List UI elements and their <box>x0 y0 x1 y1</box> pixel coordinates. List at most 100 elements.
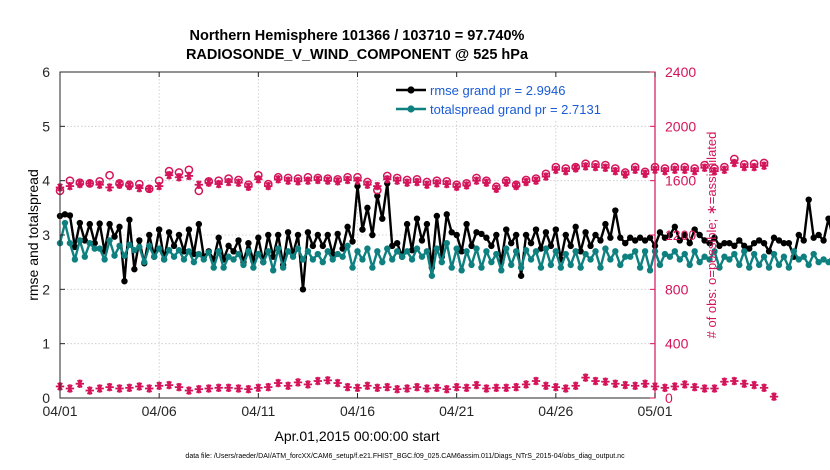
totalspread-point <box>280 264 286 270</box>
y-tick-label: 3 <box>42 227 50 243</box>
y2-tick-label: 800 <box>665 281 689 297</box>
rmse-point <box>196 221 202 227</box>
totalspread-point <box>657 262 663 268</box>
totalspread-point <box>285 248 291 254</box>
rmse-point <box>156 226 162 232</box>
x-tick-label: 04/16 <box>340 403 375 419</box>
totalspread-point <box>498 267 504 273</box>
totalspread-point <box>751 251 757 257</box>
totalspread-point <box>354 248 360 254</box>
totalspread-point <box>101 256 107 262</box>
rmse-point <box>607 235 613 241</box>
totalspread-point <box>330 256 336 262</box>
rmse-point <box>825 216 830 222</box>
totalspread-point <box>305 248 311 254</box>
totalspread-point <box>647 267 653 273</box>
rmse-point <box>334 231 340 237</box>
rmse-point <box>166 229 172 235</box>
rmse-point <box>463 221 469 227</box>
rmse-point <box>315 232 321 238</box>
totalspread-point <box>558 264 564 270</box>
totalspread-point <box>394 248 400 254</box>
totalspread-point <box>82 254 88 260</box>
rmse-point <box>508 240 514 246</box>
totalspread-point <box>672 248 678 254</box>
totalspread-point <box>344 243 350 249</box>
obs-rejected-point <box>720 378 728 386</box>
totalspread-point <box>374 248 380 254</box>
totalspread-point <box>126 242 132 248</box>
rmse-point <box>801 237 807 243</box>
x-axis-label: Apr.01,2015 00:00:00 start <box>274 428 439 444</box>
y2-tick-label: 2000 <box>665 118 696 134</box>
totalspread-point <box>186 248 192 254</box>
rmse-point <box>419 237 425 243</box>
totalspread-point <box>250 264 256 270</box>
totalspread-point <box>756 262 762 268</box>
totalspread-point <box>359 256 365 262</box>
totalspread-point <box>369 264 375 270</box>
totalspread-point <box>409 256 415 262</box>
totalspread-point <box>399 254 405 260</box>
totalspread-point <box>801 254 807 260</box>
totalspread-point <box>667 254 673 260</box>
totalspread-point <box>548 262 554 268</box>
x-tick-label: 04/06 <box>142 403 177 419</box>
totalspread-point <box>577 264 583 270</box>
totalspread-point <box>766 264 772 270</box>
rmse-point <box>215 235 221 241</box>
rmse-point <box>602 221 608 227</box>
y-tick-label: 2 <box>42 281 50 297</box>
totalspread-point <box>67 240 73 246</box>
chart-title-line-2: RADIOSONDE_V_WIND_COMPONENT @ 525 hPa <box>186 47 529 63</box>
rmse-point <box>657 229 663 235</box>
totalspread-point <box>632 248 638 254</box>
rmse-point <box>77 220 83 226</box>
totalspread-point <box>523 247 529 253</box>
totalspread-point <box>295 245 301 251</box>
rmse-point <box>582 229 588 235</box>
totalspread-point <box>637 264 643 270</box>
totalspread-point <box>677 256 683 262</box>
totalspread-point <box>592 248 598 254</box>
totalspread-point <box>220 264 226 270</box>
totalspread-point <box>176 247 182 253</box>
rmse-point <box>731 243 737 249</box>
rmse-point <box>404 221 410 227</box>
rmse-point <box>796 232 802 238</box>
totalspread-point <box>617 262 623 268</box>
rmse-point <box>394 240 400 246</box>
y-tick-label: 6 <box>42 64 50 80</box>
x-tick-label: 04/26 <box>538 403 573 419</box>
totalspread-point <box>478 264 484 270</box>
obs-rejected-point <box>700 384 708 392</box>
legend-totalspread-label: totalspread grand pr = 2.7131 <box>430 102 601 117</box>
totalspread-point <box>518 264 524 270</box>
rmse-point <box>96 220 102 226</box>
totalspread-point <box>201 256 207 262</box>
y2-tick-label: 2400 <box>665 64 696 80</box>
legend-totalspread-marker <box>407 105 414 112</box>
totalspread-point <box>771 251 777 257</box>
totalspread-point <box>513 248 519 254</box>
totalspread-point <box>77 237 83 243</box>
legend-rmse-label: rmse grand pr = 2.9946 <box>430 83 566 98</box>
rmse-point <box>67 212 73 218</box>
obs-rejected-point <box>690 383 698 391</box>
totalspread-point <box>255 251 261 257</box>
totalspread-point <box>572 248 578 254</box>
totalspread-point <box>270 267 276 273</box>
rmse-point <box>136 237 142 243</box>
rmse-point <box>806 196 812 202</box>
rmse-point <box>612 207 618 213</box>
chart-canvas: Northern Hemisphere 101366 / 103710 = 97… <box>0 0 830 470</box>
rmse-point <box>761 240 767 246</box>
totalspread-point <box>151 254 157 260</box>
totalspread-point <box>325 248 331 254</box>
totalspread-point <box>349 264 355 270</box>
totalspread-point <box>533 248 539 254</box>
totalspread-point <box>444 240 450 246</box>
obs-rejected-point <box>730 377 738 385</box>
rmse-point <box>488 243 494 249</box>
totalspread-point <box>463 248 469 254</box>
